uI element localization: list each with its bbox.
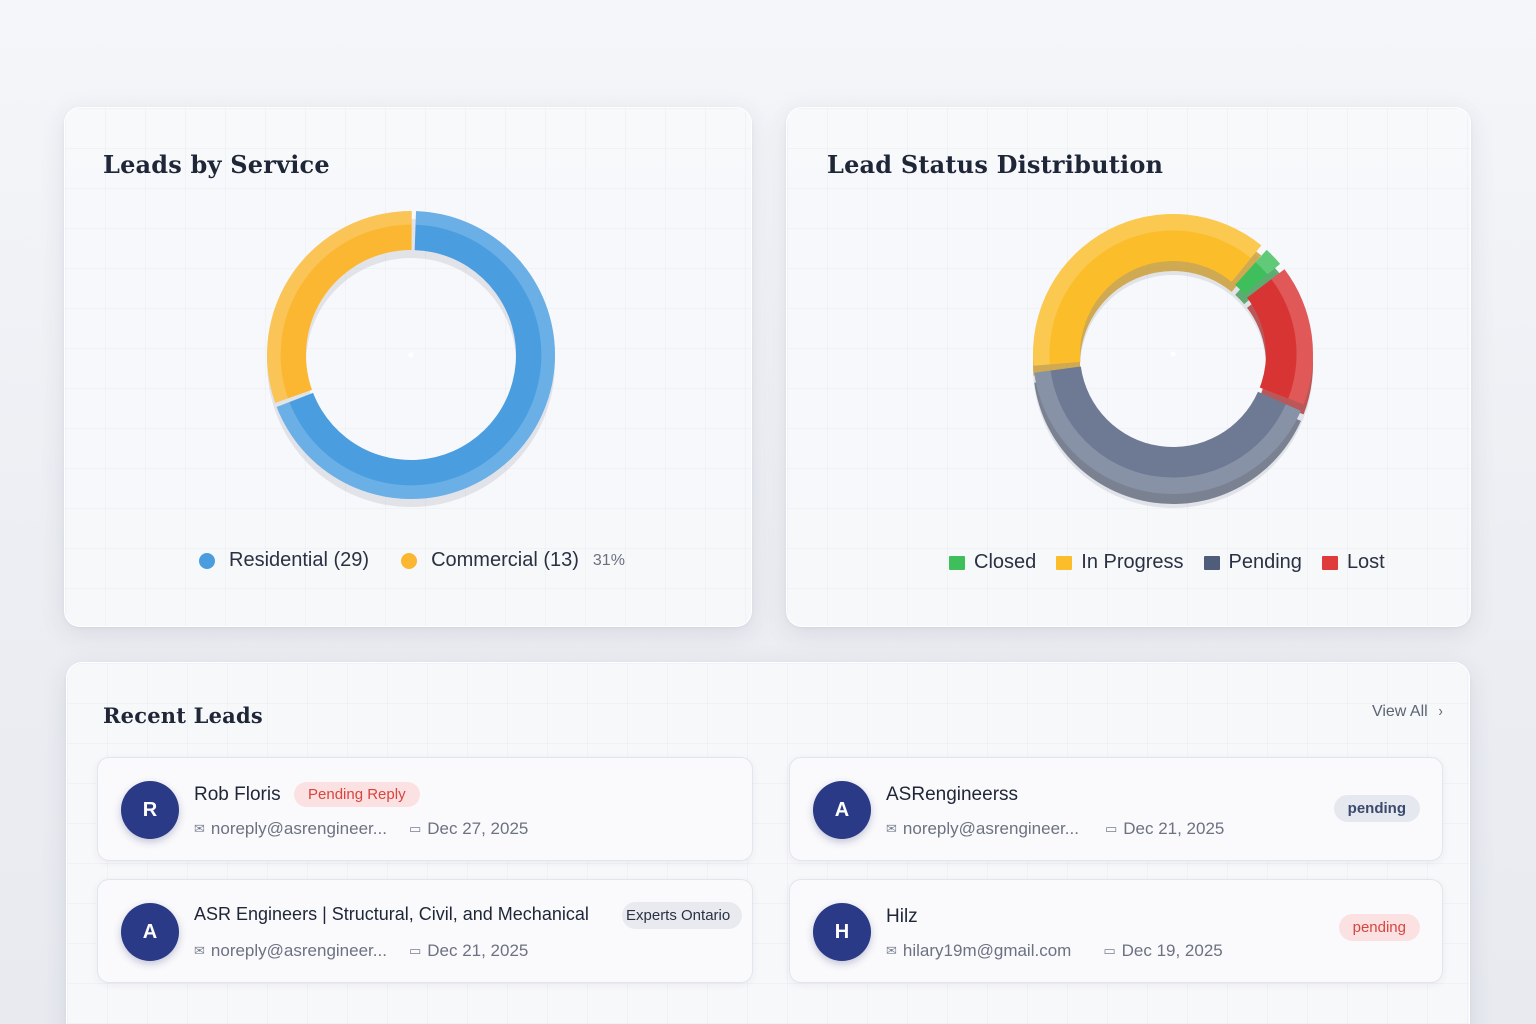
slice-highlight — [267, 210, 412, 403]
slice-closed[interactable] — [1235, 249, 1281, 295]
service-legend: Residential (29) Commercial (13) 31% — [199, 549, 625, 572]
lead-name: Rob Floris — [194, 784, 281, 805]
lead-name: ASRengineerss — [886, 784, 1019, 805]
avatar: A — [813, 781, 871, 839]
calendar-icon: ▭ — [1104, 821, 1118, 836]
lead-meta: ✉ noreply@asrengineer... ▭ Dec 21, 2025 — [886, 819, 1224, 839]
lead-date: Dec 21, 2025 — [1123, 819, 1225, 838]
lead-email: hilary19m@gmail.com — [902, 941, 1072, 960]
center-dot — [1170, 351, 1176, 357]
legend-pending: Pending — [1203, 551, 1302, 574]
mail-icon: ✉ — [886, 943, 897, 958]
mail-icon: ✉ — [886, 821, 897, 836]
residential-legend-label: Residential (29) — [229, 549, 370, 571]
tag-badge: Experts Ontario — [622, 902, 743, 929]
status-legend: Closed In Progress Pending Lost — [949, 551, 1385, 574]
view-all-link[interactable]: View All › — [1372, 703, 1443, 721]
closed-legend-marker — [949, 555, 965, 570]
slice-highlight — [1033, 213, 1262, 366]
in-progress-legend-marker — [1056, 555, 1073, 570]
status-badge: Pending Reply — [294, 782, 420, 807]
lead-card-rob-floris[interactable]: R Rob Floris Pending Reply ✉ noreply@asr… — [97, 757, 753, 861]
commercial-percent-label: 31% — [592, 551, 625, 569]
slice-highlight — [1034, 370, 1301, 494]
calendar-icon: ▭ — [1103, 943, 1116, 958]
slice-in-progress[interactable] — [1033, 213, 1262, 366]
in-progress-legend-label: In Progress — [1081, 551, 1184, 573]
lead-status-card: Lead Status Distribution Closed In Progr… — [786, 107, 1471, 627]
calendar-icon: ▭ — [408, 943, 422, 958]
commercial-legend-marker — [401, 552, 418, 569]
lead-email: noreply@asrengineer... — [210, 819, 387, 838]
lead-card-asr-engineers[interactable]: A ASR Engineers | Structural, Civil, and… — [97, 879, 753, 983]
slice-highlight — [1271, 269, 1313, 405]
lead-card-asrengineerss[interactable]: A ASRengineerss pending ✉ noreply@asreng… — [789, 757, 1443, 861]
legend-commercial: Commercial (13) — [401, 549, 579, 572]
legend-in-progress: In Progress — [1056, 551, 1184, 574]
lead-meta: ✉ hilary19m@gmail.com ▭ Dec 19, 2025 — [886, 941, 1223, 961]
closed-legend-label: Closed — [974, 551, 1037, 573]
lead-date: Dec 27, 2025 — [427, 819, 529, 838]
chevron-right-icon: › — [1438, 703, 1443, 720]
mail-icon: ✉ — [194, 943, 205, 958]
lost-legend-label: Lost — [1346, 551, 1385, 573]
legend-closed: Closed — [949, 551, 1036, 574]
center-dot — [408, 352, 414, 358]
slice-lost[interactable] — [1247, 269, 1313, 405]
pending-legend-marker — [1203, 555, 1220, 570]
slice-pending[interactable] — [1034, 366, 1301, 494]
status-badge: pending — [1333, 795, 1420, 822]
mail-icon: ✉ — [194, 821, 205, 836]
calendar-icon: ▭ — [408, 821, 422, 836]
lead-name: ASR Engineers | Structural, Civil, and M… — [194, 904, 589, 924]
lead-email: noreply@asrengineer... — [210, 941, 387, 960]
lead-email: noreply@asrengineer... — [902, 819, 1079, 838]
pending-legend-label: Pending — [1228, 551, 1302, 573]
slice-commercial[interactable] — [267, 210, 412, 403]
status-badge: pending — [1338, 914, 1420, 941]
slice-highlight — [1255, 249, 1281, 275]
lead-date: Dec 21, 2025 — [427, 941, 529, 960]
lead-meta: ✉ noreply@asrengineer... ▭ Dec 27, 2025 — [194, 819, 528, 839]
lead-meta: ✉ noreply@asrengineer... ▭ Dec 21, 2025 — [194, 941, 528, 961]
avatar: A — [121, 903, 179, 961]
leads-by-service-title: Leads by Service — [103, 150, 330, 179]
legend-residential: Residential (29) — [199, 549, 369, 572]
lead-date: Dec 19, 2025 — [1121, 941, 1223, 960]
view-all-label: View All — [1371, 703, 1428, 720]
legend-lost: Lost — [1321, 551, 1385, 574]
lost-legend-marker — [1321, 555, 1338, 570]
avatar: R — [121, 781, 179, 839]
commercial-legend-label: Commercial (13) — [431, 549, 579, 571]
leads-by-service-donut — [267, 210, 555, 507]
lead-status-title: Lead Status Distribution — [827, 150, 1164, 179]
lead-status-donut — [1033, 213, 1313, 508]
residential-legend-marker — [199, 552, 215, 569]
avatar: H — [813, 903, 871, 961]
recent-leads-card: Recent Leads View All › R Rob Floris Pen… — [66, 662, 1470, 1024]
lead-card-hilz[interactable]: H Hilz pending ✉ hilary19m@gmail.com ▭ D… — [789, 879, 1443, 983]
lead-name: Hilz — [886, 906, 918, 927]
recent-leads-title: Recent Leads — [103, 703, 263, 728]
leads-by-service-card: Leads by Service Residential (29) Commer… — [64, 107, 752, 627]
